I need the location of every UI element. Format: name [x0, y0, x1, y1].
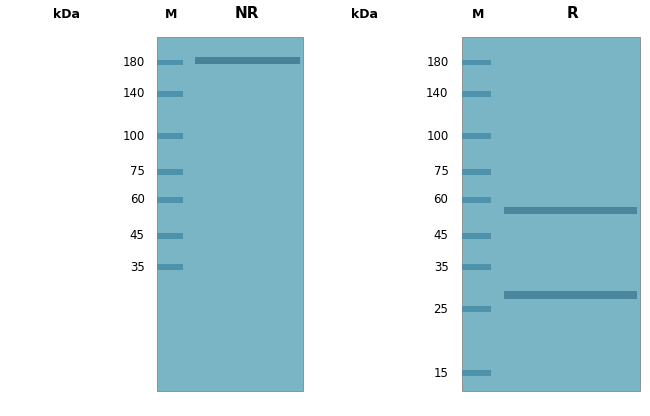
- Bar: [157, 169, 183, 175]
- Bar: [462, 370, 491, 376]
- Bar: [462, 133, 491, 139]
- Text: 35: 35: [130, 261, 144, 274]
- Bar: [504, 207, 637, 215]
- Text: 45: 45: [434, 229, 448, 242]
- Bar: [462, 306, 491, 312]
- Bar: [462, 59, 491, 65]
- Text: 140: 140: [426, 87, 448, 100]
- Bar: [462, 37, 640, 391]
- Bar: [196, 57, 300, 64]
- Text: kDa: kDa: [350, 8, 378, 21]
- Text: M: M: [471, 8, 484, 21]
- Bar: [462, 264, 491, 270]
- Bar: [504, 291, 637, 299]
- Bar: [462, 197, 491, 203]
- Bar: [157, 59, 183, 65]
- Text: kDa: kDa: [53, 8, 81, 21]
- Text: 25: 25: [434, 303, 448, 316]
- Text: 15: 15: [434, 366, 448, 380]
- Bar: [462, 233, 491, 239]
- Bar: [157, 91, 183, 97]
- Text: 140: 140: [122, 87, 144, 100]
- Bar: [462, 169, 491, 175]
- Text: 100: 100: [426, 129, 448, 143]
- Text: 100: 100: [122, 129, 144, 143]
- Bar: [157, 233, 183, 239]
- Bar: [462, 91, 491, 97]
- Text: 60: 60: [130, 193, 144, 206]
- Text: M: M: [165, 8, 177, 21]
- Text: R: R: [566, 6, 578, 21]
- Bar: [157, 264, 183, 270]
- Bar: [157, 197, 183, 203]
- Bar: [157, 37, 303, 391]
- Text: 45: 45: [130, 229, 144, 242]
- Text: 180: 180: [426, 56, 448, 69]
- Text: 35: 35: [434, 261, 448, 274]
- Text: 60: 60: [434, 193, 448, 206]
- Bar: [157, 133, 183, 139]
- Text: NR: NR: [235, 6, 259, 21]
- Text: 75: 75: [130, 166, 144, 178]
- Text: 75: 75: [434, 166, 448, 178]
- Text: 180: 180: [122, 56, 144, 69]
